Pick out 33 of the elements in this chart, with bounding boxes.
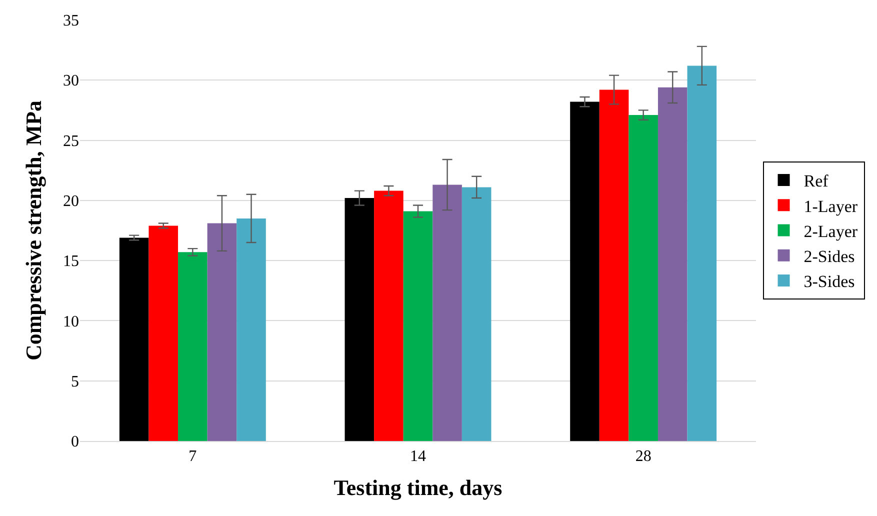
y-axis-title: Compressive strength, MPa	[20, 100, 46, 361]
bar	[570, 102, 600, 441]
legend-label: Ref	[804, 172, 829, 191]
x-axis-title: Testing time, days	[334, 475, 503, 500]
bar	[599, 90, 629, 441]
y-tick-label: 30	[63, 72, 79, 90]
bar	[658, 87, 688, 441]
x-tick-label: 7	[188, 448, 197, 466]
y-tick-label: 0	[71, 434, 79, 451]
bar	[462, 187, 492, 441]
y-tick-label: 5	[71, 373, 79, 390]
bar	[403, 211, 433, 441]
x-tick-label: 14	[410, 448, 426, 466]
bar	[432, 184, 462, 441]
bar	[344, 198, 374, 441]
y-tick-label: 25	[63, 132, 79, 150]
y-tick-label: 35	[63, 12, 79, 30]
legend-label: 3-Sides	[804, 272, 855, 292]
bar	[628, 115, 658, 441]
y-tick-label: 20	[63, 193, 79, 210]
legend-label: 1-Layer	[804, 196, 858, 216]
legend-label: 2-Sides	[804, 246, 855, 266]
legend-label: 2-Layer	[804, 222, 858, 241]
bar	[119, 238, 149, 441]
bar	[687, 66, 717, 441]
bar	[236, 218, 266, 441]
bar	[148, 226, 178, 441]
y-tick-label: 10	[63, 313, 79, 330]
x-tick-label: 28	[635, 448, 652, 466]
bar	[178, 252, 208, 441]
y-tick-label: 15	[63, 253, 79, 270]
bar	[374, 190, 404, 441]
bar	[207, 223, 237, 441]
